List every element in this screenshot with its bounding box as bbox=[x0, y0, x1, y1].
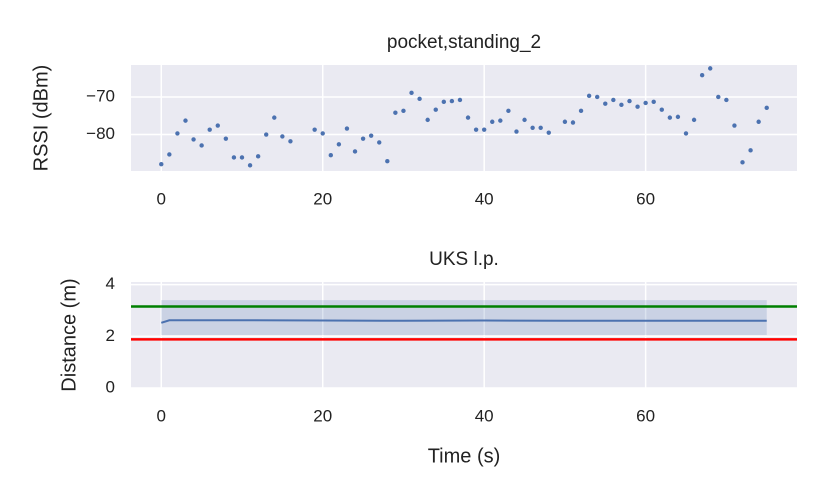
x-tick-label: 0 bbox=[157, 406, 166, 425]
data-point bbox=[506, 108, 511, 114]
data-point bbox=[659, 107, 664, 112]
data-point bbox=[748, 148, 753, 153]
data-point bbox=[264, 132, 269, 137]
data-point bbox=[312, 127, 317, 132]
subplot-title: pocket,standing_2 bbox=[387, 32, 541, 53]
data-point bbox=[377, 140, 382, 145]
data-point bbox=[699, 72, 705, 78]
plot-area bbox=[131, 65, 797, 171]
data-point bbox=[756, 119, 761, 124]
data-point bbox=[546, 130, 551, 135]
data-point bbox=[708, 66, 713, 71]
data-point bbox=[425, 117, 430, 123]
data-point bbox=[538, 125, 543, 130]
y-axis-label: Distance (m) bbox=[58, 278, 80, 391]
data-point bbox=[716, 94, 721, 100]
y-axis-label: RSSI (dBm) bbox=[30, 65, 52, 172]
data-point bbox=[167, 152, 172, 157]
data-point bbox=[255, 154, 261, 159]
data-point bbox=[247, 163, 253, 168]
x-tick-label: 60 bbox=[636, 406, 655, 425]
data-point bbox=[562, 119, 568, 124]
data-point bbox=[231, 155, 237, 160]
x-tick-label: 60 bbox=[636, 189, 655, 208]
x-tick-label: 20 bbox=[313, 189, 332, 208]
data-point bbox=[530, 125, 535, 130]
data-point bbox=[320, 131, 325, 136]
plot-area bbox=[131, 282, 797, 388]
x-tick-label: 40 bbox=[475, 189, 494, 208]
data-point bbox=[635, 104, 640, 109]
data-point bbox=[175, 131, 180, 136]
x-axis-label: Time (s) bbox=[428, 445, 501, 467]
data-point bbox=[433, 107, 438, 112]
data-point bbox=[159, 162, 164, 167]
data-point bbox=[683, 131, 689, 136]
data-point bbox=[595, 94, 600, 100]
data-point bbox=[732, 123, 737, 128]
data-point bbox=[223, 136, 229, 141]
data-point bbox=[401, 108, 406, 114]
data-point bbox=[239, 155, 245, 160]
data-point bbox=[481, 127, 487, 132]
data-point bbox=[603, 101, 608, 106]
data-point bbox=[352, 149, 358, 154]
data-point bbox=[498, 118, 503, 123]
data-point bbox=[328, 153, 333, 158]
data-point bbox=[627, 98, 632, 104]
data-point bbox=[619, 102, 624, 108]
data-point bbox=[651, 99, 656, 105]
data-point bbox=[522, 117, 527, 123]
data-point bbox=[764, 105, 769, 111]
data-point bbox=[578, 108, 584, 114]
data-point bbox=[514, 129, 519, 134]
data-point bbox=[691, 117, 697, 123]
data-point bbox=[457, 97, 463, 103]
y-tick-label: −70 bbox=[86, 86, 115, 105]
data-point bbox=[336, 142, 342, 147]
y-tick-label: 0 bbox=[106, 377, 115, 396]
data-point bbox=[385, 159, 390, 164]
data-point bbox=[643, 100, 648, 106]
data-point bbox=[724, 97, 729, 103]
data-point bbox=[191, 137, 196, 142]
y-tick-label: −80 bbox=[86, 124, 115, 143]
x-tick-label: 20 bbox=[313, 406, 332, 425]
data-point bbox=[417, 96, 422, 102]
line-series bbox=[160, 319, 767, 324]
data-point bbox=[409, 90, 414, 96]
confidence-band bbox=[161, 300, 767, 335]
data-point bbox=[199, 143, 204, 148]
data-point bbox=[473, 127, 479, 132]
data-point bbox=[288, 139, 293, 144]
data-point bbox=[215, 123, 220, 128]
data-point bbox=[368, 133, 374, 138]
data-point bbox=[570, 120, 576, 125]
y-tick-label: 4 bbox=[106, 274, 115, 293]
y-tick-label: 2 bbox=[106, 326, 115, 345]
data-point bbox=[344, 126, 350, 131]
data-point bbox=[207, 127, 212, 132]
x-tick-label: 40 bbox=[475, 406, 494, 425]
data-point bbox=[183, 118, 188, 123]
data-point bbox=[667, 115, 673, 120]
data-point bbox=[740, 160, 745, 165]
data-point bbox=[280, 134, 285, 139]
data-point bbox=[393, 110, 398, 115]
data-point bbox=[675, 114, 681, 120]
data-point bbox=[490, 119, 495, 124]
data-point bbox=[441, 99, 447, 105]
data-point bbox=[272, 115, 277, 120]
data-point bbox=[449, 98, 455, 104]
data-point bbox=[465, 115, 471, 120]
subplot-title: UKS l.p. bbox=[429, 249, 499, 270]
data-point bbox=[611, 97, 616, 103]
x-tick-label: 0 bbox=[157, 189, 166, 208]
data-point bbox=[586, 93, 592, 99]
data-point bbox=[360, 136, 366, 141]
